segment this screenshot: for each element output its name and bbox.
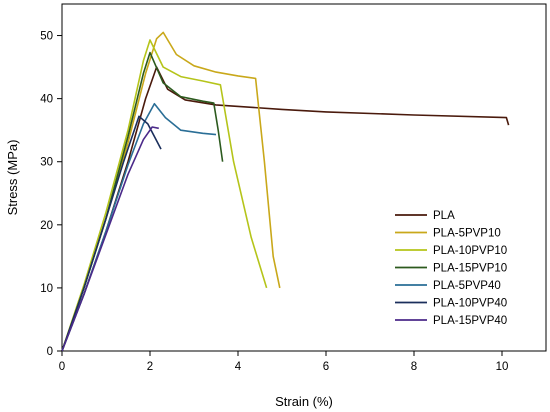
- y-tick-label: 10: [40, 283, 53, 295]
- x-tick-label: 0: [59, 361, 65, 373]
- series-line: [61, 115, 162, 352]
- plot-area: [61, 3, 547, 352]
- series-line: [61, 39, 268, 352]
- y-axis-ticks: 0 10 20 30 40 50: [40, 31, 62, 358]
- x-tick-label: 10: [496, 361, 509, 373]
- x-tick-label: 8: [411, 361, 417, 373]
- series-line: [61, 102, 217, 352]
- legend-entry-label: PLA-5PVP40: [433, 280, 501, 292]
- series-layer: [61, 31, 510, 352]
- y-tick-label: 50: [40, 31, 53, 43]
- x-tick-label: 6: [323, 361, 329, 373]
- x-tick-label: 4: [235, 361, 242, 373]
- legend-entry-label: PLA: [433, 210, 455, 222]
- y-axis-label: Stress (MPa): [5, 140, 20, 216]
- series-line: [61, 126, 159, 352]
- x-axis-label: Strain (%): [275, 394, 333, 409]
- legend-entry-label: PLA-5PVP10: [433, 228, 501, 240]
- y-tick-label: 20: [40, 220, 53, 232]
- plot-frame: [61, 3, 547, 352]
- y-tick-label: 0: [47, 346, 53, 358]
- x-axis-ticks: 0 2 4 6 8 10: [59, 351, 509, 373]
- legend-entry-label: PLA-15PVP10: [433, 263, 507, 275]
- series-line: [61, 51, 224, 352]
- legend-entry-label: PLA-15PVP40: [433, 315, 507, 327]
- legend: PLA PLA-5PVP10 PLA-10PVP10 PLA-15PVP10 PLA-5…: [395, 210, 507, 327]
- legend-entry-label: PLA-10PVP10: [433, 245, 507, 257]
- legend-entry-label: PLA-10PVP40: [433, 298, 507, 310]
- y-tick-label: 40: [40, 94, 53, 106]
- series-line: [61, 31, 281, 352]
- y-tick-label: 30: [40, 157, 53, 169]
- x-tick-label: 2: [147, 361, 153, 373]
